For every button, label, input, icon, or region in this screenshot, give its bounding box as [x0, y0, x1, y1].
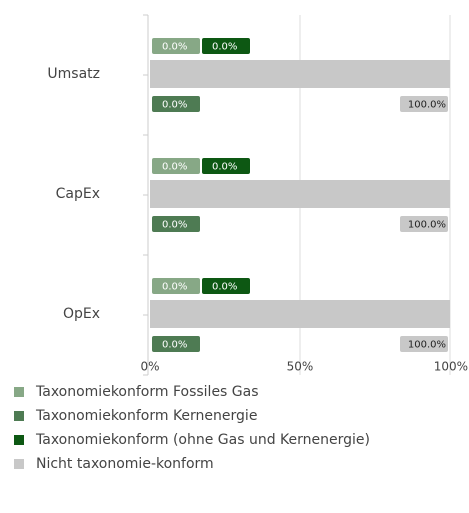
- value-label: 0.0%: [162, 162, 187, 173]
- value-label: 0.0%: [212, 162, 237, 173]
- legend-label: Taxonomiekonform (ohne Gas und Kernenerg…: [35, 432, 370, 448]
- value-label: 0.0%: [162, 42, 187, 53]
- value-label: 0.0%: [162, 282, 187, 293]
- value-label-box: [152, 216, 200, 232]
- category-label: OpEx: [63, 306, 100, 322]
- x-tick-label: 0%: [140, 360, 159, 374]
- value-label-box: [400, 96, 448, 112]
- value-label: 100.0%: [408, 340, 446, 351]
- x-tick-label: 50%: [287, 360, 314, 374]
- value-label: 0.0%: [162, 220, 187, 231]
- bar: [150, 60, 450, 88]
- value-label-box: [152, 38, 200, 54]
- value-label: 0.0%: [212, 282, 237, 293]
- value-label-box: [152, 336, 200, 352]
- category-label: CapEx: [56, 186, 100, 202]
- legend-swatch: [14, 387, 24, 397]
- value-label-box: [152, 96, 200, 112]
- value-label: 0.0%: [212, 42, 237, 53]
- legend-swatch: [14, 435, 24, 445]
- value-label-box: [400, 216, 448, 232]
- value-label: 0.0%: [162, 100, 187, 111]
- bar: [150, 180, 450, 208]
- legend-label: Taxonomiekonform Fossiles Gas: [35, 384, 259, 400]
- value-label: 100.0%: [408, 100, 446, 111]
- value-label-box: [152, 278, 200, 294]
- bar: [150, 300, 450, 328]
- legend-label: Taxonomiekonform Kernenergie: [35, 408, 257, 424]
- legend-swatch: [14, 459, 24, 469]
- legend-label: Nicht taxonomie-konform: [36, 456, 214, 472]
- value-label-box: [202, 158, 250, 174]
- value-label-box: [400, 336, 448, 352]
- x-tick-label: 100%: [434, 360, 468, 374]
- value-label-box: [202, 278, 250, 294]
- value-label: 100.0%: [408, 220, 446, 231]
- value-label: 0.0%: [162, 340, 187, 351]
- category-label: Umsatz: [47, 66, 100, 82]
- legend-swatch: [14, 411, 24, 421]
- value-label-box: [152, 158, 200, 174]
- value-label-box: [202, 38, 250, 54]
